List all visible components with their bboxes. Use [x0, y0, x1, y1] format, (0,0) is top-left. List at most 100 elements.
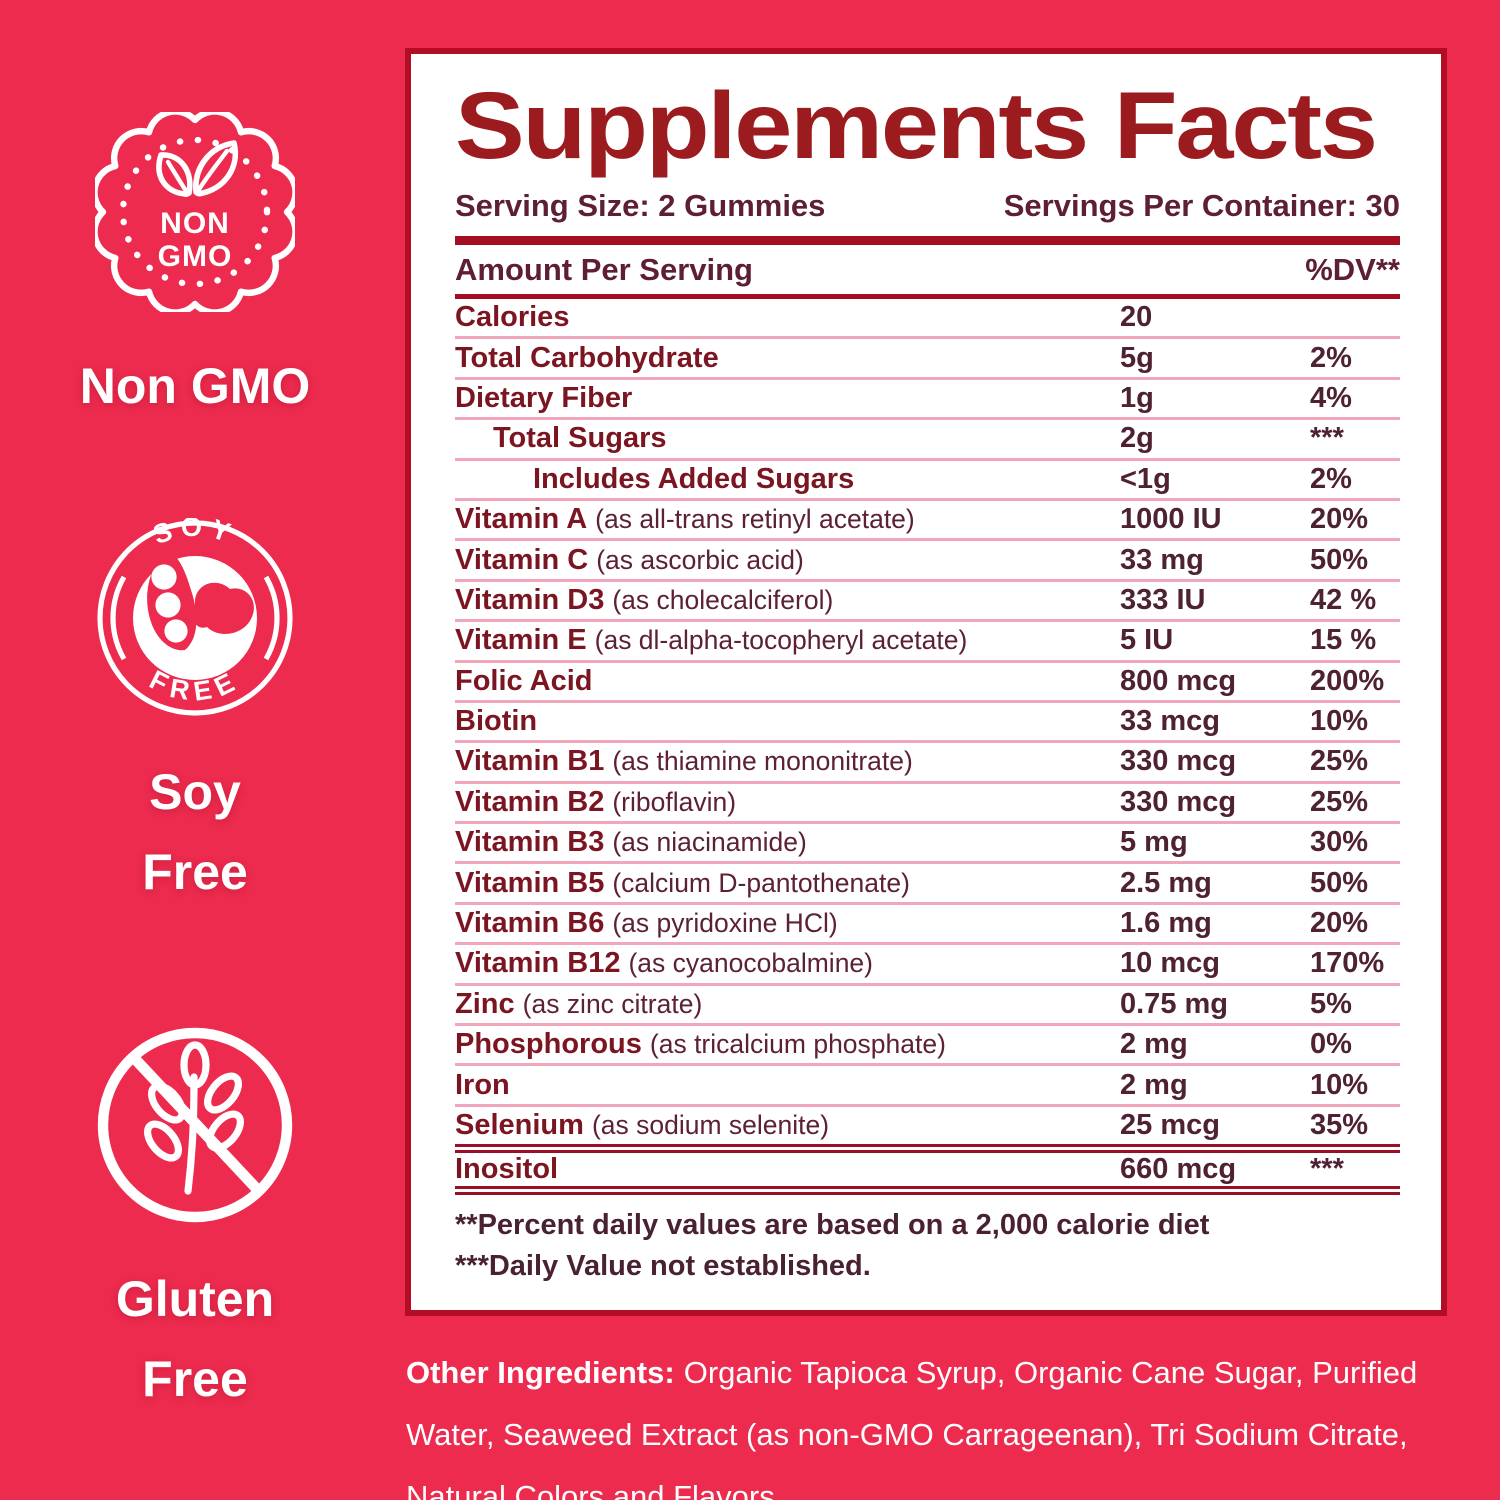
nutrient-name: Vitamin B3 (as niacinamide) — [455, 826, 807, 859]
mid-ring-right — [263, 575, 280, 661]
table-header: Amount Per Serving %DV** — [455, 245, 1400, 294]
table-row: Phosphorous (as tricalcium phosphate) 2 m… — [455, 1023, 1400, 1063]
nutrient-dv: 35% — [1310, 1109, 1369, 1141]
soy-free-badge-icon: SOY FREE — [95, 512, 295, 718]
divider-thick — [455, 236, 1400, 245]
table-row: Vitamin B5 (calcium D-pantothenate) 2.5 m… — [455, 861, 1400, 901]
nutrient-amount: 2 mg — [1120, 1028, 1188, 1061]
non-gmo-badge-icon: NON GMO — [91, 108, 299, 316]
leaf-icon — [156, 140, 239, 197]
nutrient-amount: 1.6 mg — [1120, 907, 1212, 940]
table-row: Dietary Fiber 1g 4% — [455, 376, 1400, 417]
nutrient-amount: 800 mcg — [1120, 664, 1237, 697]
badge-gluten-free: Gluten Free — [55, 1025, 335, 1419]
outer-ring — [97, 520, 293, 716]
table-row: Vitamin A (as all-trans retinyl acetate) … — [455, 497, 1400, 538]
nutrient-dv: 4% — [1310, 381, 1352, 414]
page-title: Supplements Facts — [455, 73, 1378, 179]
table-row: Inositol 660 mcg *** — [455, 1144, 1400, 1186]
nutrient-name: Total Sugars — [493, 422, 667, 455]
scalloped-seal-border — [91, 108, 299, 316]
table-row: Calories 20 — [455, 299, 1400, 336]
nutrient-dv: 0% — [1310, 1028, 1352, 1061]
nutrient-name: Dietary Fiber — [455, 381, 633, 414]
nutrient-name: Vitamin E (as dl-alpha-tocopheryl acetate… — [455, 624, 968, 657]
nutrient-dv: *** — [1310, 422, 1344, 455]
nutrient-amount: 5 mg — [1120, 826, 1188, 859]
table-row: Total Carbohydrate 5g 2% — [455, 336, 1400, 376]
footnote-not-established: ***Daily Value not established. — [455, 1250, 871, 1283]
footnote-dv: **Percent daily values are based on a 2,… — [455, 1209, 1210, 1242]
facts-table: Calories 20 Total Carbohydrate 5g 2% Die… — [455, 299, 1400, 1186]
nutrient-name: Vitamin B6 (as pyridoxine HCl) — [455, 907, 838, 940]
nutrient-amount: <1g — [1120, 462, 1171, 495]
table-row: Vitamin E (as dl-alpha-tocopheryl acetate… — [455, 619, 1400, 659]
nutrient-name: Total Carbohydrate — [455, 341, 719, 374]
table-row: Vitamin B6 (as pyridoxine HCl) 1.6 mg 20% — [455, 901, 1400, 942]
nutrient-amount: 660 mcg — [1120, 1153, 1237, 1186]
nutrient-dv: 2% — [1310, 462, 1352, 495]
nutrient-name: Vitamin C (as ascorbic acid) — [455, 543, 804, 576]
nutrient-name: Vitamin D3 (as cholecalciferol) — [455, 583, 834, 616]
supplement-facts-panel: Supplements Facts Serving Size: 2 Gummie… — [405, 48, 1447, 1316]
other-ingredients-line-2: Water, Seaweed Extract (as non-GMO Carra… — [406, 1417, 1408, 1452]
nutrient-amount: 2.5 mg — [1120, 866, 1212, 899]
dv-header: %DV** — [1305, 252, 1400, 287]
amount-per-serving-header: Amount Per Serving — [455, 252, 753, 287]
nutrient-amount: 5 IU — [1120, 624, 1174, 657]
nutrient-name: Vitamin B1 (as thiamine mononitrate) — [455, 745, 913, 778]
nutrient-dv: 42 % — [1310, 583, 1377, 616]
nutrient-name: Folic Acid — [455, 664, 593, 697]
soybean-pod-icon — [147, 550, 254, 651]
nutrient-dv: 25% — [1310, 785, 1369, 818]
nutrient-name: Selenium (as sodium selenite) — [455, 1109, 830, 1141]
table-row: Selenium (as sodium selenite) 25 mcg 35% — [455, 1103, 1400, 1144]
no-slash — [130, 1054, 261, 1193]
divider-bottom — [455, 1186, 1400, 1196]
serving-size: Serving Size: 2 Gummies — [455, 188, 826, 223]
table-row: Folic Acid 800 mcg 200% — [455, 659, 1400, 700]
nutrient-amount: 20 — [1120, 301, 1153, 334]
nutrient-dv: 10% — [1310, 1068, 1369, 1101]
nutrient-name: Vitamin B2 (riboflavin) — [455, 785, 737, 818]
other-ingredients-line-1: Other Ingredients: Organic Tapioca Syrup,… — [406, 1355, 1418, 1390]
mid-ring-left — [110, 575, 127, 661]
other-ingredients-label: Other Ingredients: — [406, 1355, 675, 1390]
nutrient-dv: 10% — [1310, 705, 1369, 738]
nutrient-amount: 1g — [1120, 381, 1154, 414]
nutrient-name: Calories — [455, 301, 570, 334]
gluten-free-badge-icon — [97, 1027, 293, 1223]
table-row: Vitamin B12 (as cyanocobalmine) 10 mcg 17… — [455, 942, 1400, 982]
nutrient-name: Vitamin B5 (calcium D-pantothenate) — [455, 866, 910, 899]
nutrient-amount: 5g — [1120, 341, 1154, 374]
nutrient-amount: 1000 IU — [1120, 503, 1222, 536]
table-row: Iron 2 mg 10% — [455, 1063, 1400, 1103]
nutrient-dv: 50% — [1310, 866, 1369, 899]
nutrient-dv: 5% — [1310, 987, 1352, 1020]
table-row: Includes Added Sugars <1g 2% — [455, 457, 1400, 498]
nutrient-dv: 200% — [1310, 664, 1385, 697]
non-gmo-icon-text-1: NON — [160, 207, 230, 240]
gluten-free-label: Gluten Free — [115, 1271, 275, 1407]
nutrient-name: Vitamin B12 (as cyanocobalmine) — [455, 947, 873, 980]
nutrient-dv: 170% — [1310, 947, 1385, 980]
nutrient-name: Zinc (as zinc citrate) — [455, 987, 703, 1020]
nutrient-dv: 15 % — [1310, 624, 1377, 657]
nutrient-name: Phosphorous (as tricalcium phosphate) — [455, 1028, 946, 1061]
nutrient-amount: 330 mcg — [1120, 745, 1237, 778]
footnotes: **Percent daily values are based on a 2,… — [455, 1205, 1400, 1287]
nutrient-dv: 20% — [1310, 503, 1369, 536]
nutrient-name: Biotin — [455, 705, 538, 738]
nutrient-amount: 2g — [1120, 422, 1154, 455]
nutrient-dv: 30% — [1310, 826, 1369, 859]
servings-per-container: Servings Per Container: 30 — [1003, 188, 1400, 223]
nutrient-dv: 20% — [1310, 907, 1369, 940]
gluten-free-badge-icon — [95, 1025, 295, 1225]
other-ingredients-line-3: Natural Colors and Flavors — [406, 1479, 775, 1500]
nutrient-name: Iron — [455, 1068, 510, 1101]
nutrient-name: Inositol — [455, 1153, 559, 1186]
nutrient-dv: 50% — [1310, 543, 1369, 576]
nutrient-name: Vitamin A (as all-trans retinyl acetate) — [455, 503, 915, 536]
table-row: Zinc (as zinc citrate) 0.75 mg 5% — [455, 982, 1400, 1023]
